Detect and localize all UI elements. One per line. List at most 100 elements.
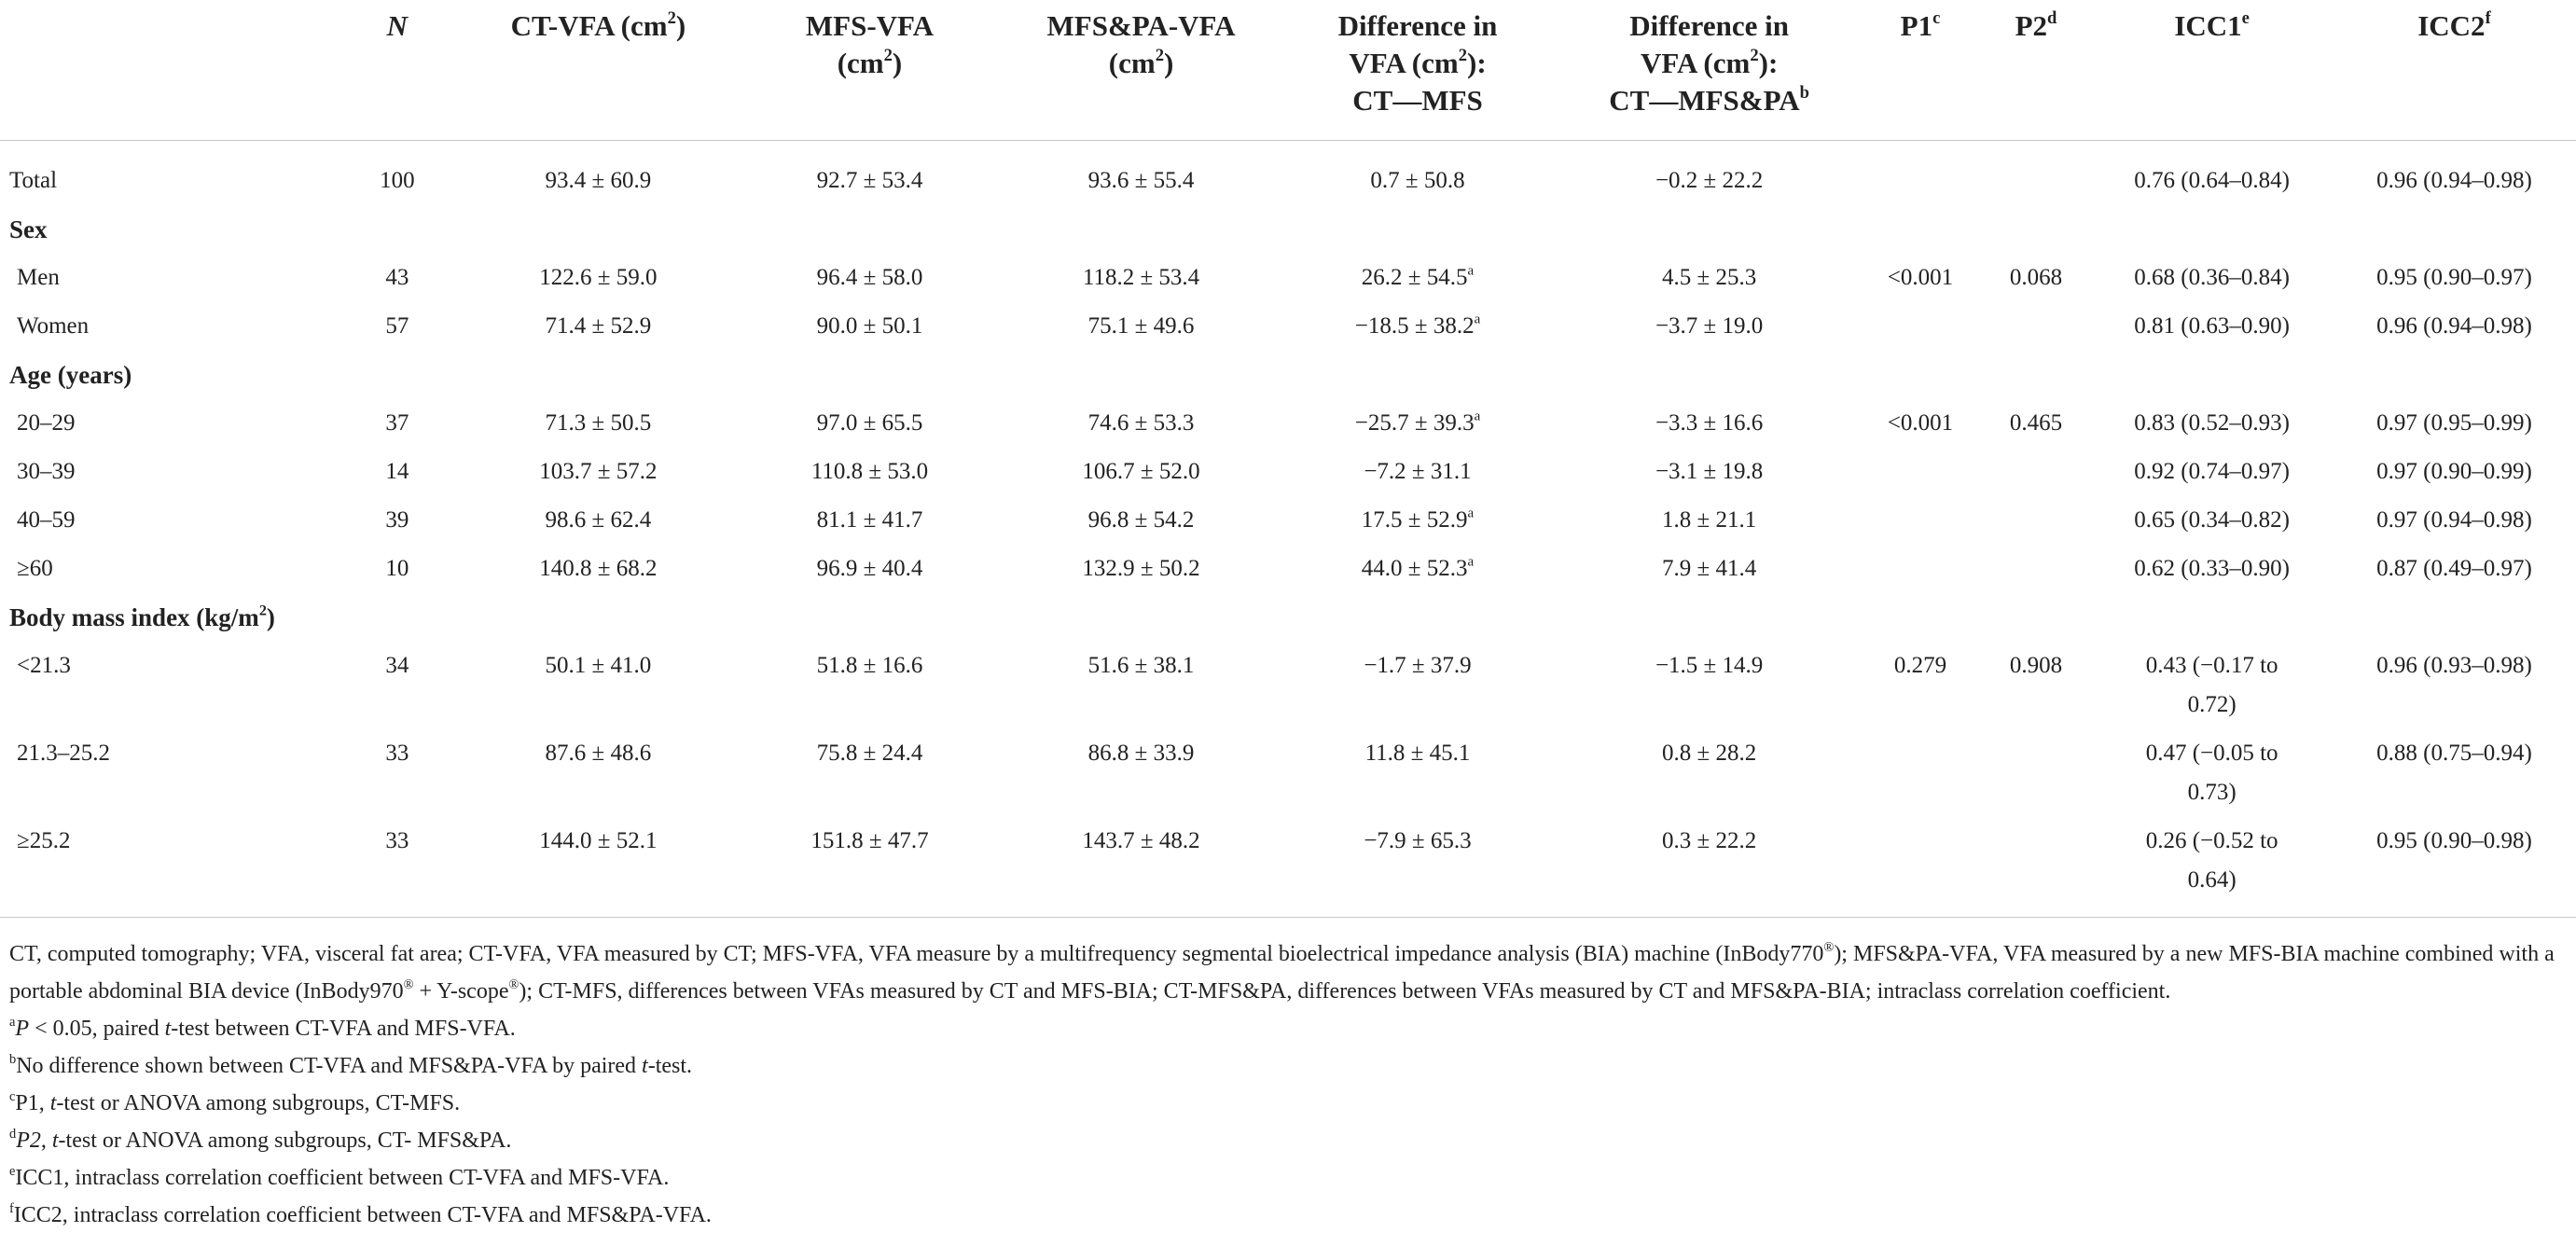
cell-p2 — [1981, 141, 2092, 203]
row-label: Men — [17, 265, 60, 290]
cell-icc2: 0.96 (0.94–0.98) — [2376, 168, 2532, 193]
row-label: 30–39 — [17, 459, 76, 484]
cell-p1 — [1860, 493, 1980, 542]
cell-mfs-vfa: 92.7 ± 53.4 — [816, 168, 923, 193]
cell-p1 — [1860, 141, 1980, 203]
cell-mfspa-vfa: 74.6 ± 53.3 — [1087, 410, 1195, 436]
header-icc1: ICC1e — [2091, 0, 2333, 141]
table-row: ≥60 10 140.8 ± 68.2 96.9 ± 40.4 132.9 ± … — [0, 542, 2576, 590]
footnote-a: aP < 0.05, paired t-test between CT-VFA … — [9, 1014, 516, 1041]
cell-p2: 0.908 — [2009, 653, 2063, 678]
cell-ct-vfa: 103.7 ± 57.2 — [539, 459, 658, 484]
cell-icc2: 0.97 (0.94–0.98) — [2376, 507, 2532, 533]
group-label: Body mass index (kg/m2) — [9, 602, 275, 631]
cell-mfs-vfa: 90.0 ± 50.1 — [816, 313, 923, 339]
cell-mfspa-vfa: 93.6 ± 55.4 — [1087, 168, 1195, 193]
cell-mfspa-vfa: 106.7 ± 52.0 — [1082, 459, 1200, 484]
cell-diff-ct-mfs: −25.7 ± 39.3a — [1354, 408, 1481, 436]
row-label: Women — [17, 313, 90, 339]
cell-p1 — [1860, 445, 1980, 493]
cell-icc1: 0.83 (0.52–0.93) — [2134, 410, 2290, 436]
cell-mfs-vfa: 110.8 ± 53.0 — [810, 459, 929, 484]
footnote-b: bNo difference shown between CT-VFA and … — [9, 1051, 693, 1078]
group-label: Age (years) — [9, 361, 132, 389]
footnote-f: fICC2, intraclass correlation coefficien… — [9, 1200, 712, 1227]
group-header-sex: Sex — [0, 202, 2576, 251]
table-row: Women 57 71.4 ± 52.9 90.0 ± 50.1 75.1 ± … — [0, 299, 2576, 348]
cell-diff-ct-mfspa: −3.1 ± 19.8 — [1655, 459, 1764, 484]
cell-diff-ct-mfs: −1.7 ± 37.9 — [1364, 653, 1472, 678]
table-row: 30–39 14 103.7 ± 57.2 110.8 ± 53.0 106.7… — [0, 445, 2576, 493]
cell-diff-ct-mfspa: 0.3 ± 22.2 — [1558, 814, 1861, 918]
cell-p1: <0.001 — [1887, 410, 1954, 436]
cell-p1: 0.279 — [1893, 653, 1947, 678]
cell-icc2: 0.88 (0.75–0.94) — [2376, 741, 2532, 766]
cell-icc2: 0.97 (0.90–0.99) — [2376, 459, 2532, 484]
cell-n: 10 — [385, 556, 409, 581]
cell-p1 — [1860, 727, 1980, 814]
cell-diff-ct-mfs: 17.5 ± 52.9a — [1361, 505, 1475, 533]
cell-mfspa-vfa: 118.2 ± 53.4 — [1082, 265, 1200, 290]
cell-diff-ct-mfspa: 7.9 ± 41.4 — [1662, 556, 1757, 581]
cell-p2: 0.068 — [2009, 265, 2063, 290]
cell-icc2: 0.96 (0.93–0.98) — [2376, 653, 2532, 678]
footnote-e: eICC1, intraclass correlation coefficien… — [9, 1163, 670, 1190]
cell-p2: 0.465 — [2009, 410, 2063, 436]
cell-mfs-vfa: 81.1 ± 41.7 — [816, 507, 923, 533]
cell-diff-ct-mfs: −18.5 ± 38.2a — [1354, 312, 1481, 339]
cell-mfs-vfa: 51.8 ± 16.6 — [816, 653, 923, 678]
footnote-d: dP2, t-test or ANOVA among subgroups, CT… — [9, 1126, 512, 1153]
table-row: 21.3–25.2 33 87.6 ± 48.6 75.8 ± 24.4 86.… — [0, 727, 2576, 814]
cell-n: 34 — [385, 653, 409, 678]
cell-mfs-vfa: 96.4 ± 58.0 — [816, 265, 923, 290]
cell-n: 100 — [380, 168, 415, 193]
cell-icc1: 0.43 (−0.17 to 0.72) — [2145, 653, 2278, 717]
cell-ct-vfa: 122.6 ± 59.0 — [539, 265, 658, 290]
cell-p2 — [1981, 542, 2092, 590]
cell-p1 — [1860, 299, 1980, 348]
cell-mfspa-vfa: 86.8 ± 33.9 — [1087, 741, 1195, 766]
table-row: Men 43 122.6 ± 59.0 96.4 ± 58.0 118.2 ± … — [0, 251, 2576, 299]
cell-mfspa-vfa: 51.6 ± 38.1 — [1087, 653, 1195, 678]
cell-n: 33 — [331, 814, 463, 918]
cell-diff-ct-mfs: 11.8 ± 45.1 — [1364, 741, 1471, 766]
header-ct-vfa: CT-VFA (cm2) — [462, 0, 734, 141]
cell-n: 37 — [385, 410, 409, 436]
row-label: ≥25.2 — [0, 814, 332, 918]
row-label: ≥60 — [17, 556, 53, 581]
cell-diff-ct-mfspa: −1.5 ± 14.9 — [1655, 653, 1764, 678]
cell-diff-ct-mfs: 0.7 ± 50.8 — [1370, 168, 1465, 193]
cell-mfs-vfa: 151.8 ± 47.7 — [733, 814, 1006, 918]
row-label: Total — [9, 168, 58, 193]
table-row: 20–29 37 71.3 ± 50.5 97.0 ± 65.5 74.6 ± … — [0, 396, 2576, 445]
cell-mfspa-vfa: 75.1 ± 49.6 — [1087, 313, 1195, 339]
cell-icc2: 0.97 (0.95–0.99) — [2376, 410, 2532, 436]
cell-n: 14 — [385, 459, 409, 484]
header-icc2: ICC2f — [2333, 0, 2576, 141]
cell-ct-vfa: 71.4 ± 52.9 — [545, 313, 652, 339]
cell-icc1: 0.26 (−0.52 to 0.64) — [2091, 814, 2333, 918]
group-label: Sex — [9, 215, 48, 243]
cell-n: 33 — [385, 741, 409, 766]
table-row: 40–59 39 98.6 ± 62.4 81.1 ± 41.7 96.8 ± … — [0, 493, 2576, 542]
cell-n: 43 — [385, 265, 409, 290]
cell-diff-ct-mfspa: −3.3 ± 16.6 — [1655, 410, 1764, 436]
group-header-age: Age (years) — [0, 348, 2576, 396]
row-label: <21.3 — [17, 653, 71, 678]
cell-n: 57 — [385, 313, 409, 339]
cell-icc1: 0.81 (0.63–0.90) — [2134, 313, 2290, 339]
cell-icc1: 0.65 (0.34–0.82) — [2134, 507, 2290, 533]
header-p1: P1c — [1860, 0, 1981, 141]
header-diff-ct-mfs: Difference in VFA (cm2): CT—MFS — [1277, 0, 1558, 141]
cell-diff-ct-mfs: −7.9 ± 65.3 — [1277, 814, 1558, 918]
row-label: 40–59 — [17, 507, 76, 533]
cell-diff-ct-mfs: −7.2 ± 31.1 — [1364, 459, 1472, 484]
cell-ct-vfa: 71.3 ± 50.5 — [545, 410, 652, 436]
header-mfs-vfa: MFS-VFA (cm2) — [733, 0, 1006, 141]
cell-p2 — [1981, 493, 2092, 542]
cell-p2 — [1981, 445, 2092, 493]
vfa-comparison-table: N CT-VFA (cm2) MFS-VFA (cm2) MFS&PA-VFA (c… — [0, 0, 2576, 918]
cell-ct-vfa: 50.1 ± 41.0 — [545, 653, 652, 678]
cell-ct-vfa: 140.8 ± 68.2 — [539, 556, 658, 581]
